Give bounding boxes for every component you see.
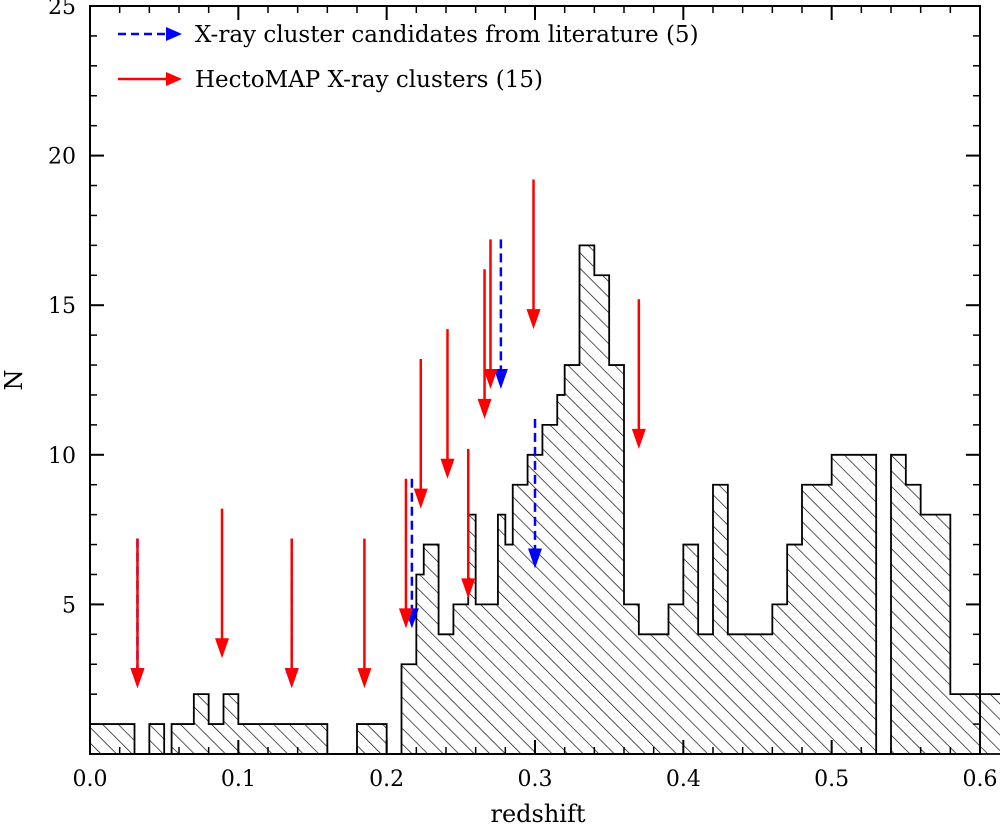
- x-tick-label: 0.1: [221, 767, 256, 792]
- arrowhead: [483, 368, 498, 389]
- x-axis-ticks: 0.0 0.1 0.2 0.3 0.4 0.5 0.6: [73, 6, 998, 792]
- x-axis-title: redshift: [490, 800, 585, 827]
- hectomap-arrow: [413, 359, 428, 509]
- literature-arrow: [493, 239, 508, 389]
- arrowhead: [631, 428, 646, 449]
- legend-arrowhead-literature: [166, 27, 182, 41]
- literature-arrow: [528, 418, 542, 569]
- hectomap-arrow: [461, 448, 476, 599]
- y-axis-ticks: 5 10 15 20 25: [48, 0, 980, 725]
- arrowhead: [493, 368, 508, 389]
- arrowhead: [528, 548, 542, 569]
- legend-entry-hectomap: HectoMAP X-ray clusters (15): [118, 67, 543, 93]
- y-tick-label: 5: [62, 593, 76, 618]
- y-tick-label: 10: [48, 444, 76, 469]
- hectomap-arrow: [631, 299, 646, 449]
- hectomap-arrow: [526, 179, 541, 330]
- hectomap-arrow: [477, 269, 492, 419]
- hectomap-arrow: [357, 538, 372, 689]
- y-tick-label: 15: [48, 294, 76, 319]
- arrowhead: [398, 608, 413, 629]
- arrowhead: [461, 578, 476, 599]
- x-tick-label: 0.4: [666, 767, 701, 792]
- arrowhead: [413, 488, 428, 509]
- legend-label-hectomap: HectoMAP X-ray clusters (15): [195, 67, 543, 93]
- arrowhead: [215, 638, 230, 659]
- y-axis-title: N: [0, 370, 28, 391]
- histogram-outline: [89, 244, 1000, 755]
- hectomap-arrow: [398, 478, 413, 629]
- legend-entry-literature: X-ray cluster candidates from literature…: [118, 22, 699, 48]
- arrowhead: [526, 309, 541, 330]
- y-tick-label: 25: [48, 0, 76, 20]
- cluster-arrows: [130, 179, 646, 689]
- hectomap-arrow: [284, 538, 299, 689]
- legend-arrowhead-hectomap: [166, 72, 182, 86]
- x-tick-label: 0.2: [369, 767, 404, 792]
- hectomap-arrow: [483, 239, 498, 389]
- legend-label-literature: X-ray cluster candidates from literature…: [195, 22, 699, 48]
- arrowhead: [130, 668, 145, 689]
- x-tick-label: 0.0: [73, 767, 108, 792]
- hectomap-arrow: [440, 329, 455, 479]
- arrowhead: [284, 668, 299, 689]
- x-tick-label: 0.5: [814, 767, 849, 792]
- arrowhead: [477, 398, 492, 419]
- x-tick-label: 0.6: [963, 767, 998, 792]
- y-tick-label: 20: [48, 145, 76, 170]
- histogram-bars: [89, 244, 1000, 755]
- x-tick-label: 0.3: [518, 767, 553, 792]
- arrowhead: [440, 458, 455, 479]
- legend: X-ray cluster candidates from literature…: [118, 22, 699, 93]
- arrowhead: [357, 668, 372, 689]
- hectomap-arrow: [130, 538, 145, 689]
- hectomap-arrow: [215, 508, 230, 659]
